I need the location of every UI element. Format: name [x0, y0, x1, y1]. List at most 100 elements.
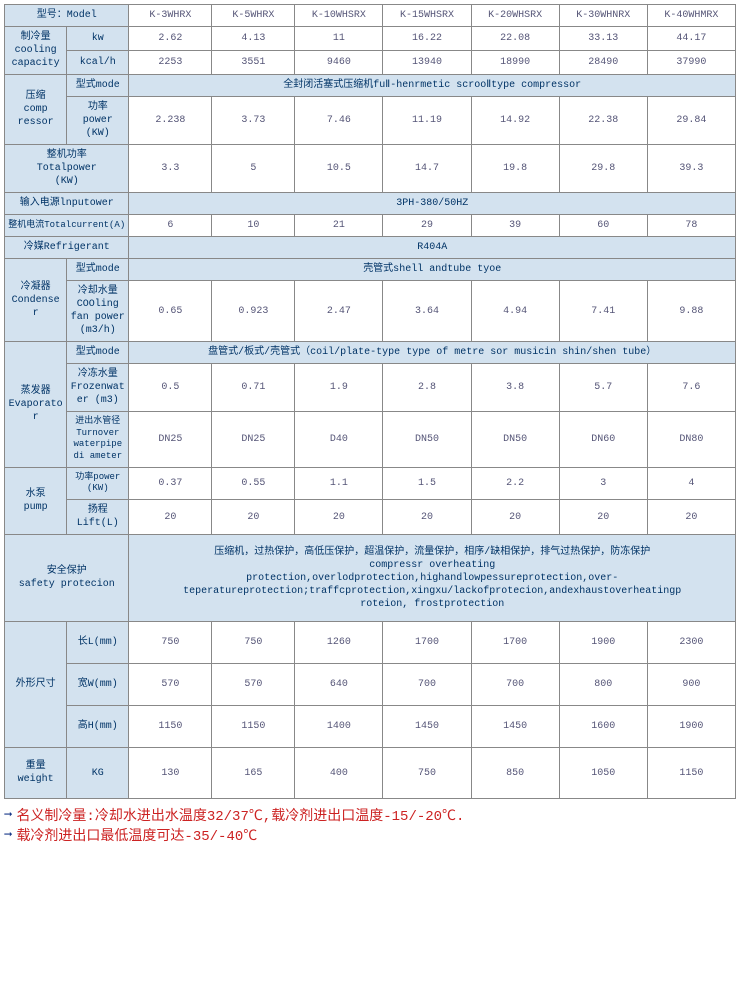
cell: 37990 — [647, 51, 735, 75]
cell: 19.8 — [471, 145, 559, 193]
cell: 800 — [559, 664, 647, 706]
cell: 29.84 — [647, 97, 735, 145]
cell: 20 — [559, 500, 647, 535]
cell: 11 — [295, 27, 383, 51]
cell: 0.37 — [129, 467, 212, 499]
cell: 3.3 — [129, 145, 212, 193]
cell: 750 — [129, 622, 212, 664]
pump-lift-label: 扬程 Lift(L) — [67, 500, 129, 535]
cell: 570 — [212, 664, 295, 706]
cell: 3551 — [212, 51, 295, 75]
cell: 2.2 — [471, 467, 559, 499]
cell: 3 — [559, 467, 647, 499]
cell: DN80 — [647, 412, 735, 468]
model-col: K-20WHSRX — [471, 5, 559, 27]
cell: 14.7 — [383, 145, 471, 193]
arrow-icon: ➞ — [4, 807, 12, 824]
evap-mode-row: 蒸发器 Evaporato r 型式mode 盘管式/板式/壳管式（coil/p… — [5, 342, 736, 364]
compressor-power-label: 功率 power (KW) — [67, 97, 129, 145]
evap-pipe-row: 进出水管径 Turnover waterpipe di ameter DN25 … — [5, 412, 736, 468]
condenser-mode-row: 冷凝器 Condense r 型式mode 壳管式shell andtube t… — [5, 259, 736, 281]
pump-group: 水泵 pump — [5, 467, 67, 534]
pump-power-row: 水泵 pump 功率power (KW) 0.37 0.55 1.1 1.5 2… — [5, 467, 736, 499]
cell: DN25 — [212, 412, 295, 468]
cooling-kw-unit: kw — [67, 27, 129, 51]
weight-unit: KG — [67, 748, 129, 799]
cell: 33.13 — [559, 27, 647, 51]
model-col: K-40WHMRX — [647, 5, 735, 27]
cell: 2.238 — [129, 97, 212, 145]
model-col: K-3WHRX — [129, 5, 212, 27]
cell: 0.923 — [212, 281, 295, 342]
evap-frozen-label: 冷冻水量 Frozenwat er (m3) — [67, 364, 129, 412]
cell: 1260 — [295, 622, 383, 664]
cell: 10 — [212, 215, 295, 237]
safety-row: 安全保护 safety protecion 压缩机，过热保护，高低压保护，超温保… — [5, 535, 736, 622]
note-2: ➞ 载冷剂进出口最低温度可达-35/-40℃ — [4, 825, 736, 845]
cell: 1600 — [559, 706, 647, 748]
dim-H-row: 高H(mm) 1150 1150 1400 1450 1450 1600 190… — [5, 706, 736, 748]
compressor-mode-row: 压缩 comp ressor 型式mode 全封闭活塞式压缩机fuⅡ-henrm… — [5, 75, 736, 97]
cell: 29.8 — [559, 145, 647, 193]
condenser-mode-label: 型式mode — [67, 259, 129, 281]
cell: 640 — [295, 664, 383, 706]
totalcurrent-row: 整机电流Totalcurrent(A) 6 10 21 29 39 60 78 — [5, 215, 736, 237]
cell: 400 — [295, 748, 383, 799]
cell: 20 — [295, 500, 383, 535]
cell: D40 — [295, 412, 383, 468]
footnotes: ➞ 名义制冷量:冷却水进出水温度32/37℃,载冷剂进出口温度-15/-20℃.… — [4, 805, 736, 845]
cell: 28490 — [559, 51, 647, 75]
cell: 850 — [471, 748, 559, 799]
cell: 16.22 — [383, 27, 471, 51]
spec-table: 型号：Model K-3WHRX K-5WHRX K-10WHSRX K-15W… — [4, 4, 736, 799]
cell: 14.92 — [471, 97, 559, 145]
cell: 5.7 — [559, 364, 647, 412]
totalpower-row: 整机功率 Totalpower (KW) 3.3 5 10.5 14.7 19.… — [5, 145, 736, 193]
cell: 2.47 — [295, 281, 383, 342]
cell: 18990 — [471, 51, 559, 75]
cell: 60 — [559, 215, 647, 237]
safety-label: 安全保护 safety protecion — [5, 535, 129, 622]
cell: 900 — [647, 664, 735, 706]
cell: 39.3 — [647, 145, 735, 193]
cell: 1700 — [383, 622, 471, 664]
cell: 0.5 — [129, 364, 212, 412]
evap-pipe-label: 进出水管径 Turnover waterpipe di ameter — [67, 412, 129, 468]
cell: 750 — [383, 748, 471, 799]
cell: 1900 — [647, 706, 735, 748]
refrigerant-label: 冷媒Refrigerant — [5, 237, 129, 259]
cell: 1150 — [212, 706, 295, 748]
evap-mode-text: 盘管式/板式/壳管式（coil/plate-type type of metre… — [129, 342, 736, 364]
cell: 29 — [383, 215, 471, 237]
totalpower-label: 整机功率 Totalpower (KW) — [5, 145, 129, 193]
cell: 22.38 — [559, 97, 647, 145]
compressor-mode-label: 型式mode — [67, 75, 129, 97]
cooling-kcal-row: kcal/h 2253 3551 9460 13940 18990 28490 … — [5, 51, 736, 75]
cell: 7.46 — [295, 97, 383, 145]
header-row: 型号：Model K-3WHRX K-5WHRX K-10WHSRX K-15W… — [5, 5, 736, 27]
cell: DN60 — [559, 412, 647, 468]
pump-lift-row: 扬程 Lift(L) 20 20 20 20 20 20 20 — [5, 500, 736, 535]
cell: 1450 — [383, 706, 471, 748]
dim-W-label: 宽W(mm) — [67, 664, 129, 706]
cell: 1050 — [559, 748, 647, 799]
cell: 1.9 — [295, 364, 383, 412]
compressor-power-row: 功率 power (KW) 2.238 3.73 7.46 11.19 14.9… — [5, 97, 736, 145]
refrigerant-val: R404A — [129, 237, 736, 259]
cell: 700 — [383, 664, 471, 706]
evap-frozen-row: 冷冻水量 Frozenwat er (m3) 0.5 0.71 1.9 2.8 … — [5, 364, 736, 412]
cell: 13940 — [383, 51, 471, 75]
cell: 22.08 — [471, 27, 559, 51]
note-text: 名义制冷量:冷却水进出水温度32/37℃,载冷剂进出口温度-15/-20℃. — [16, 805, 464, 825]
dim-H-label: 高H(mm) — [67, 706, 129, 748]
cell: 1450 — [471, 706, 559, 748]
weight-row: 重量 weight KG 130 165 400 750 850 1050 11… — [5, 748, 736, 799]
cell: 9.88 — [647, 281, 735, 342]
cell: DN50 — [471, 412, 559, 468]
cell: 0.55 — [212, 467, 295, 499]
note-text: 载冷剂进出口最低温度可达-35/-40℃ — [16, 825, 257, 845]
cell: 3.73 — [212, 97, 295, 145]
safety-text: 压缩机，过热保护，高低压保护，超温保护，流量保护，相序/缺相保护，排气过热保护，… — [129, 535, 736, 622]
cell: 2.62 — [129, 27, 212, 51]
cell: 750 — [212, 622, 295, 664]
